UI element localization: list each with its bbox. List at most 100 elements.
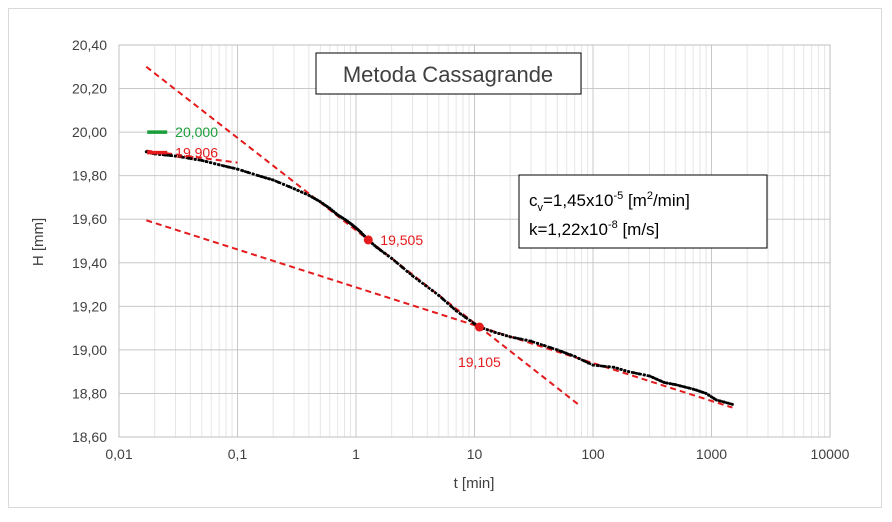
data-point [508, 335, 512, 339]
plot-area-border [118, 44, 831, 438]
data-series [144, 150, 734, 406]
data-point [591, 363, 595, 367]
chart-title: Metoda Cassagrande [343, 62, 553, 87]
data-point [612, 365, 616, 369]
cv-text: cv=1,45x10-5 [m2/min] [529, 190, 690, 214]
data-point [655, 377, 659, 381]
data-point [208, 161, 212, 165]
data-point [260, 175, 264, 179]
x-tick-label: 0,01 [105, 446, 132, 462]
data-point [437, 293, 441, 297]
data-point [445, 301, 449, 305]
data-point [318, 200, 322, 204]
data-point [287, 185, 291, 189]
h-level-label: 20,000 [175, 124, 218, 140]
data-point [671, 382, 675, 386]
data-point [651, 376, 655, 380]
data-point [718, 399, 722, 403]
data-point [299, 190, 303, 194]
data-point [246, 170, 250, 174]
data-point [379, 248, 383, 252]
y-tick-label: 18,60 [72, 429, 107, 445]
data-point [497, 332, 501, 336]
data-point [637, 372, 641, 376]
data-point [390, 256, 394, 260]
data-point [682, 385, 686, 389]
data-point [616, 366, 620, 370]
data-point [709, 395, 713, 399]
data-point [292, 187, 296, 191]
data-point [241, 169, 245, 173]
data-point [174, 154, 178, 158]
y-tick-label: 19,00 [72, 342, 107, 358]
data-point [405, 269, 409, 273]
data-point [395, 261, 399, 265]
data-point [529, 339, 533, 343]
data-point [577, 357, 581, 361]
data-point [236, 167, 239, 171]
data-point [200, 158, 204, 162]
data-point [332, 210, 336, 214]
data-point [701, 390, 705, 394]
x-tick-label: 100 [581, 446, 605, 462]
data-point [714, 398, 718, 402]
data-point [386, 254, 390, 258]
data-point [271, 178, 275, 182]
y-tick-label: 19,80 [72, 168, 107, 184]
data-point [687, 386, 691, 390]
data-point [674, 383, 678, 387]
x-tick-label: 0,1 [228, 446, 248, 462]
data-point [601, 364, 605, 368]
data-point [411, 274, 415, 278]
data-point [359, 230, 363, 234]
data-point [371, 242, 375, 246]
data-point [642, 373, 646, 377]
data-point [722, 400, 726, 404]
data-point [619, 367, 623, 371]
data-point [468, 318, 472, 322]
x-tick-label: 1000 [696, 446, 727, 462]
data-point [330, 208, 334, 212]
data-point [226, 165, 230, 169]
data-point [382, 251, 386, 255]
data-point [542, 344, 546, 348]
data-point [313, 197, 317, 201]
data-point [321, 201, 325, 205]
data-point [648, 374, 652, 378]
data-point [726, 401, 730, 405]
data-point [310, 195, 314, 199]
y-axis-title: H [mm] [30, 218, 47, 266]
data-point [504, 334, 508, 338]
data-point [582, 359, 586, 363]
x-tick-label: 1 [352, 446, 360, 462]
data-point [231, 166, 235, 170]
data-point [213, 162, 217, 166]
x-tick-label: 10 [467, 446, 483, 462]
data-point [217, 163, 221, 167]
h-level-label: 19,906 [175, 145, 218, 161]
data-point [168, 154, 172, 158]
data-point [712, 396, 716, 400]
data-point [193, 157, 197, 161]
data-point [264, 176, 268, 180]
data-point [459, 312, 463, 316]
axes: 0,01 0,1 1 10 100 1000 10000 18,60 18,80 19,00 19,… [72, 37, 850, 462]
chart-title-box: Metoda Cassagrande [315, 52, 582, 95]
data-point [704, 391, 708, 395]
data-point [267, 177, 271, 181]
data-point [536, 341, 540, 345]
construction-line [146, 219, 733, 409]
data-point [586, 361, 590, 365]
data-point [315, 198, 319, 202]
data-point [707, 393, 711, 397]
y-tick-label: 19,60 [72, 211, 107, 227]
point-value-label: 19,505 [380, 232, 423, 248]
data-point [501, 333, 505, 337]
data-point [730, 402, 734, 406]
point-value-label: 19,105 [458, 354, 501, 370]
data-point [187, 156, 191, 160]
data-point [691, 387, 695, 391]
y-tick-label: 20,00 [72, 124, 107, 140]
data-point [296, 188, 300, 192]
